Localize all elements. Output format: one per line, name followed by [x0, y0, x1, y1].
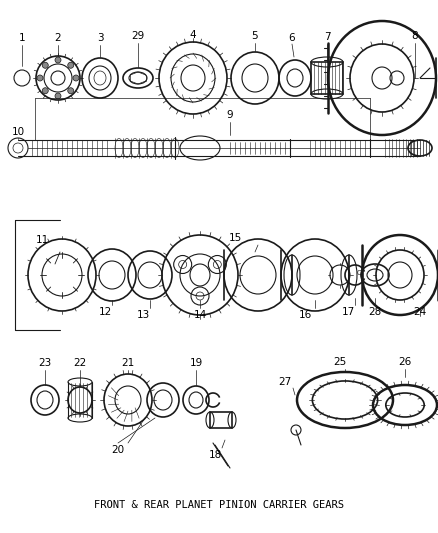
- Bar: [210, 412, 232, 428]
- Text: 10: 10: [11, 127, 25, 137]
- Text: 22: 22: [74, 358, 87, 368]
- Text: 28: 28: [368, 307, 381, 317]
- Circle shape: [55, 93, 61, 99]
- Circle shape: [68, 88, 74, 94]
- Text: 3: 3: [97, 33, 103, 43]
- Text: 11: 11: [35, 235, 49, 245]
- Text: 29: 29: [131, 31, 145, 41]
- Text: 2: 2: [55, 33, 61, 43]
- Text: 14: 14: [193, 310, 207, 320]
- Text: 13: 13: [136, 310, 150, 320]
- Circle shape: [42, 62, 48, 68]
- Text: 8: 8: [412, 31, 418, 41]
- Text: 17: 17: [341, 307, 355, 317]
- Text: 25: 25: [333, 357, 346, 367]
- Bar: [311, 62, 343, 94]
- Text: 7: 7: [324, 32, 330, 42]
- Text: 16: 16: [298, 310, 311, 320]
- Text: 15: 15: [228, 233, 242, 243]
- Text: 27: 27: [279, 377, 292, 387]
- Text: 5: 5: [252, 31, 258, 41]
- Text: 6: 6: [289, 33, 295, 43]
- Circle shape: [37, 75, 43, 81]
- Text: 24: 24: [413, 307, 427, 317]
- Text: 4: 4: [190, 30, 196, 40]
- Text: 18: 18: [208, 450, 222, 460]
- Text: 21: 21: [121, 358, 134, 368]
- Text: 12: 12: [99, 307, 112, 317]
- Text: 20: 20: [111, 445, 124, 455]
- Circle shape: [73, 75, 79, 81]
- Text: 1: 1: [19, 33, 25, 43]
- Circle shape: [42, 88, 48, 94]
- Text: 23: 23: [39, 358, 52, 368]
- Circle shape: [68, 62, 74, 68]
- Text: 26: 26: [399, 357, 412, 367]
- Text: C: C: [357, 270, 361, 276]
- Text: 9: 9: [227, 110, 233, 120]
- Circle shape: [55, 57, 61, 63]
- Text: FRONT & REAR PLANET PINION CARRIER GEARS: FRONT & REAR PLANET PINION CARRIER GEARS: [94, 500, 344, 510]
- Text: 19: 19: [189, 358, 203, 368]
